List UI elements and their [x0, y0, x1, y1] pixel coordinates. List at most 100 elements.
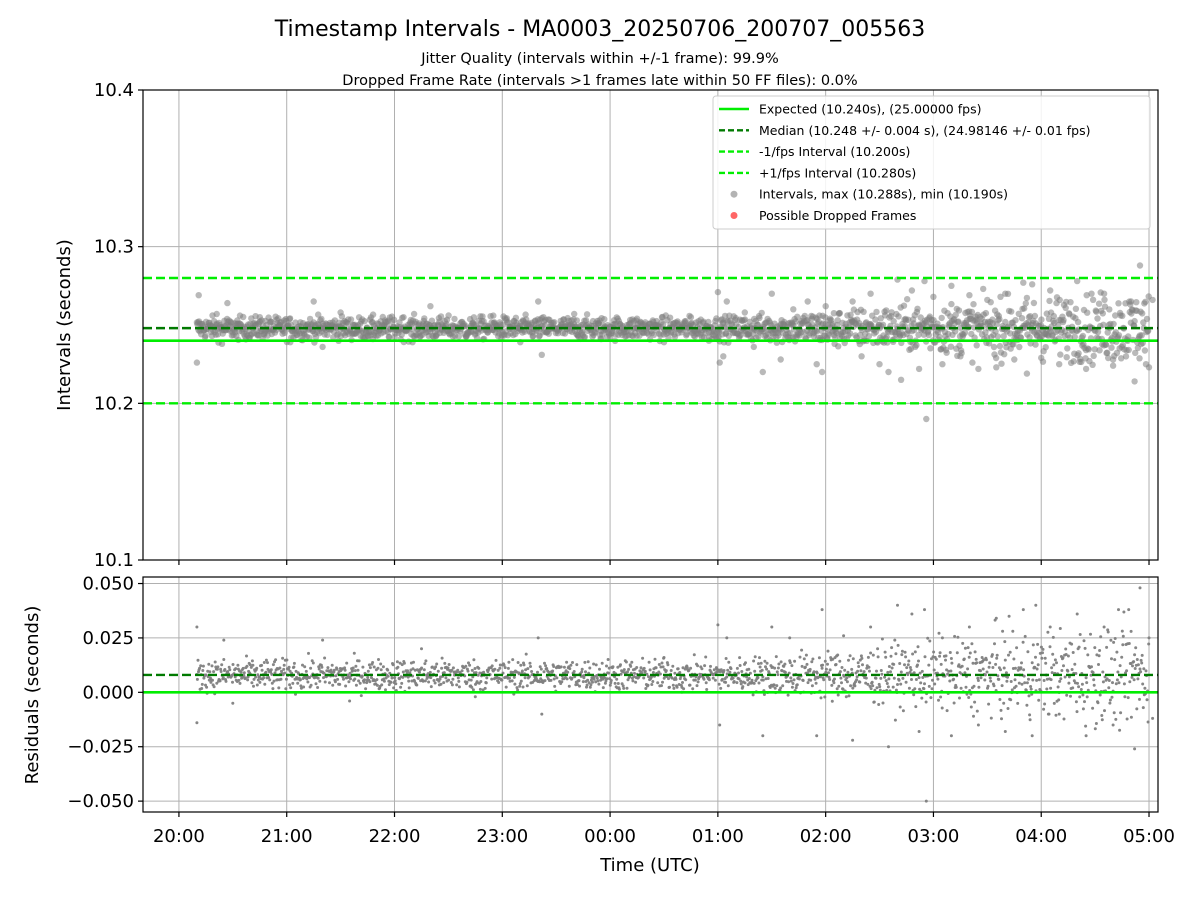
residual-point — [349, 677, 352, 681]
residual-point — [626, 670, 629, 674]
residual-point — [578, 684, 581, 688]
interval-point — [996, 315, 1003, 323]
interval-point — [1136, 355, 1143, 362]
residual-point — [786, 693, 790, 697]
residual-point — [1107, 686, 1111, 690]
residual-point — [782, 664, 786, 668]
x-tick-label: 20:00 — [153, 826, 205, 847]
residual-point — [322, 671, 326, 675]
interval-point — [666, 314, 674, 321]
residual-point — [252, 677, 256, 681]
residual-point — [669, 669, 673, 672]
residual-point — [976, 676, 980, 680]
residual-point — [629, 664, 633, 668]
residual-point — [255, 666, 259, 670]
residual-point — [768, 686, 772, 689]
residual-point — [1035, 678, 1039, 682]
interval-point — [822, 303, 829, 310]
residual-point — [654, 666, 658, 670]
residual-point — [737, 671, 740, 675]
residual-point — [611, 665, 615, 669]
residual-point — [830, 683, 834, 687]
interval-point — [915, 365, 923, 373]
residual-point — [371, 661, 375, 664]
interval-point — [1131, 317, 1138, 325]
residual-point — [1133, 653, 1137, 657]
residual-point — [1101, 680, 1105, 684]
residual-point — [562, 665, 566, 669]
residual-point — [322, 676, 325, 680]
interval-point — [512, 314, 520, 321]
residual-point — [916, 645, 920, 649]
residual-point — [800, 648, 804, 652]
residual-point — [692, 653, 696, 657]
interval-point — [1078, 358, 1085, 366]
residual-point — [1034, 655, 1037, 659]
residual-point — [570, 676, 574, 680]
residual-point — [1025, 681, 1029, 685]
interval-point — [992, 354, 1000, 362]
residual-point — [262, 661, 266, 664]
residual-point — [1106, 630, 1110, 634]
residual-point — [930, 687, 934, 691]
residual-point — [585, 683, 589, 687]
residual-point — [804, 653, 808, 657]
interval-point — [973, 342, 980, 349]
residual-point — [904, 680, 908, 684]
residual-point — [311, 661, 315, 665]
residual-point — [1139, 670, 1143, 674]
interval-point — [1011, 356, 1018, 363]
residual-point — [900, 649, 904, 653]
interval-point — [1032, 341, 1039, 348]
residual-point — [1029, 687, 1033, 691]
residual-point — [569, 663, 573, 667]
residual-point — [916, 663, 919, 667]
residual-point — [1015, 646, 1019, 650]
residual-point — [1128, 680, 1132, 684]
residual-point — [1021, 640, 1025, 644]
residual-point — [515, 686, 519, 690]
interval-point — [1108, 344, 1115, 351]
residual-point — [1045, 687, 1049, 691]
interval-point — [768, 290, 775, 297]
residual-point — [682, 687, 686, 691]
interval-point — [218, 340, 226, 347]
residual-point — [433, 681, 437, 685]
residual-point — [1044, 661, 1048, 665]
residual-point — [440, 656, 444, 660]
residual-point — [1034, 603, 1038, 607]
residual-point — [691, 687, 695, 691]
residual-point — [1081, 693, 1085, 697]
interval-point — [804, 298, 811, 305]
residual-point — [354, 683, 358, 687]
residual-point — [375, 678, 379, 682]
residual-point — [762, 693, 766, 696]
residual-point — [988, 676, 992, 680]
residual-point — [826, 662, 829, 666]
residual-point — [195, 677, 199, 681]
residual-point — [894, 688, 898, 692]
residual-point — [810, 660, 814, 664]
residual-point — [735, 666, 739, 670]
residual-point — [497, 681, 501, 684]
dropped-frame-subtitle: Dropped Frame Rate (intervals >1 frames … — [342, 73, 857, 89]
residual-point — [398, 661, 402, 665]
residual-point — [757, 681, 761, 685]
interval-point — [936, 333, 943, 341]
residual-point — [1062, 664, 1065, 668]
residual-point — [518, 684, 522, 688]
residual-point — [1007, 614, 1011, 618]
residual-point — [1082, 639, 1086, 643]
residual-point — [1064, 653, 1068, 656]
interval-point — [571, 310, 578, 318]
residual-point — [741, 685, 745, 689]
residual-point — [957, 663, 961, 667]
legend-box — [712, 95, 1151, 230]
residual-point — [1074, 700, 1078, 704]
residual-point — [1103, 709, 1106, 713]
residual-point — [1014, 666, 1017, 670]
residual-point — [266, 661, 269, 665]
residual-point — [246, 675, 250, 679]
residual-point — [987, 665, 991, 669]
interval-point — [1118, 355, 1125, 362]
